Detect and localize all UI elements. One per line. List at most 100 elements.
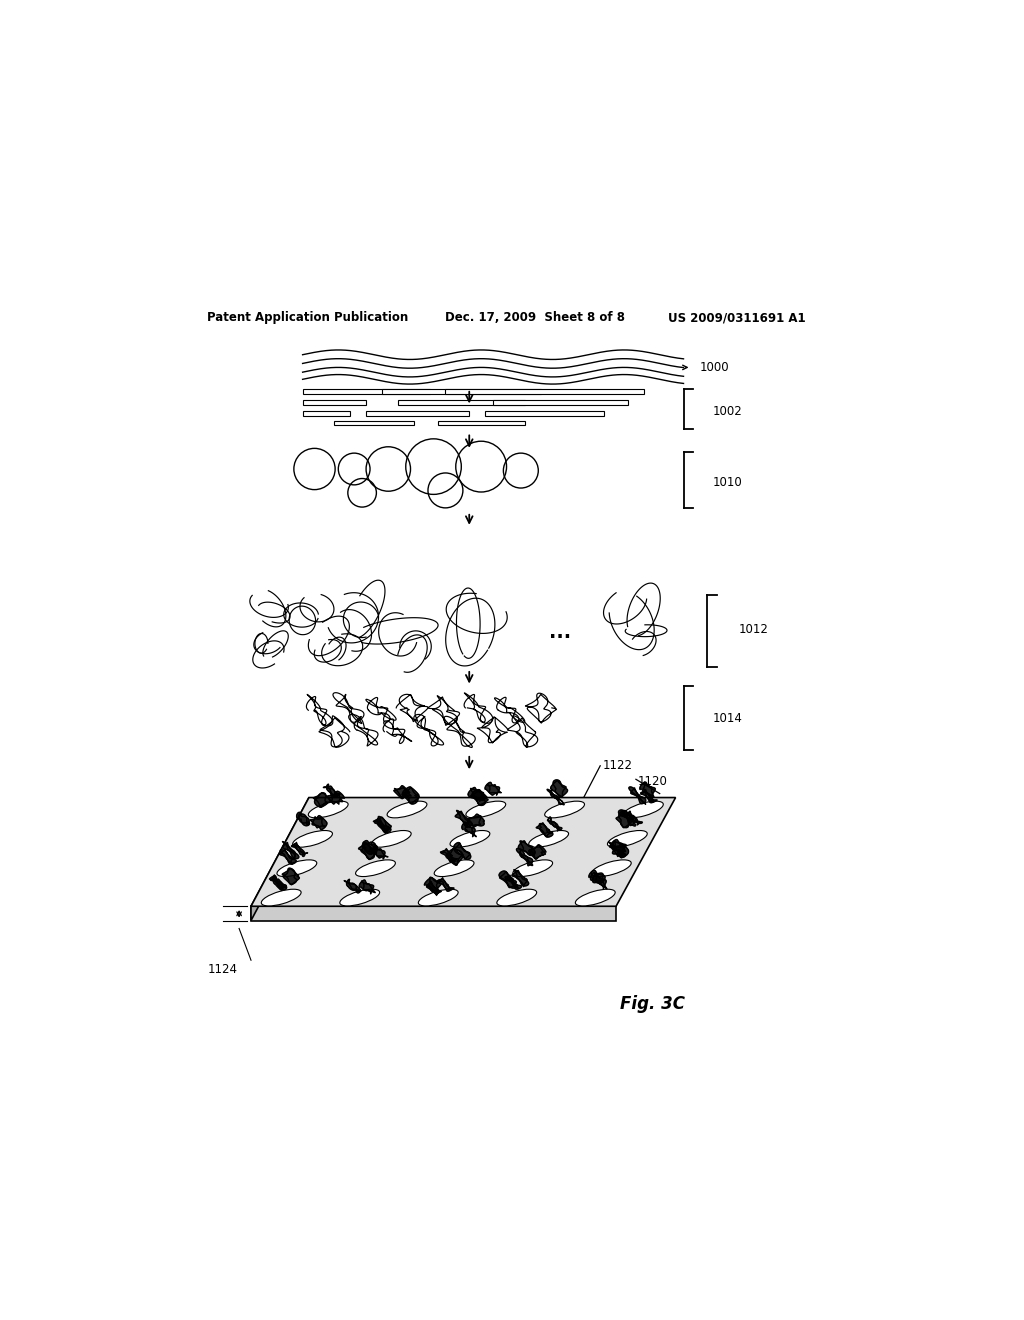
Polygon shape	[328, 791, 344, 804]
Polygon shape	[269, 875, 287, 888]
Bar	[382, 389, 541, 393]
Ellipse shape	[308, 801, 348, 818]
Ellipse shape	[355, 859, 395, 876]
Polygon shape	[629, 787, 646, 804]
Polygon shape	[454, 842, 471, 859]
Text: 1002: 1002	[713, 404, 742, 417]
Text: Dec. 17, 2009  Sheet 8 of 8: Dec. 17, 2009 Sheet 8 of 8	[445, 312, 626, 325]
Bar	[334, 421, 414, 425]
Polygon shape	[516, 849, 532, 866]
Polygon shape	[324, 784, 340, 797]
Polygon shape	[283, 869, 299, 884]
Bar	[437, 421, 524, 425]
Polygon shape	[528, 845, 546, 859]
Polygon shape	[344, 879, 360, 892]
Ellipse shape	[575, 890, 615, 906]
Polygon shape	[616, 810, 633, 828]
Polygon shape	[641, 789, 657, 803]
Polygon shape	[589, 870, 605, 883]
Polygon shape	[499, 871, 516, 888]
Ellipse shape	[372, 830, 412, 847]
Polygon shape	[402, 787, 419, 804]
Polygon shape	[375, 816, 391, 833]
Bar	[485, 411, 604, 416]
Ellipse shape	[513, 859, 553, 876]
Polygon shape	[610, 840, 626, 853]
Text: 1012: 1012	[739, 623, 769, 636]
Polygon shape	[251, 907, 616, 920]
Polygon shape	[394, 785, 411, 799]
Polygon shape	[593, 874, 607, 888]
Ellipse shape	[450, 830, 489, 847]
Polygon shape	[251, 797, 309, 920]
Polygon shape	[537, 822, 553, 837]
Ellipse shape	[434, 859, 474, 876]
Polygon shape	[427, 882, 441, 895]
Polygon shape	[618, 810, 636, 826]
Polygon shape	[362, 841, 378, 854]
Polygon shape	[291, 842, 308, 857]
Polygon shape	[358, 842, 376, 859]
Text: 1120: 1120	[638, 775, 668, 788]
Bar	[397, 400, 524, 405]
Ellipse shape	[528, 830, 568, 847]
Polygon shape	[440, 849, 458, 862]
Polygon shape	[505, 875, 521, 890]
Polygon shape	[468, 788, 485, 801]
Ellipse shape	[466, 801, 506, 818]
Bar	[303, 411, 350, 416]
Polygon shape	[310, 816, 327, 829]
Polygon shape	[462, 822, 476, 837]
Bar	[303, 389, 430, 393]
Ellipse shape	[387, 801, 427, 818]
Ellipse shape	[624, 801, 664, 818]
Polygon shape	[437, 878, 454, 891]
Ellipse shape	[293, 830, 333, 847]
Polygon shape	[270, 878, 287, 891]
Bar	[303, 400, 367, 405]
Polygon shape	[283, 842, 299, 859]
Text: Patent Application Publication: Patent Application Publication	[207, 312, 409, 325]
Polygon shape	[446, 849, 463, 866]
Ellipse shape	[276, 859, 316, 876]
Polygon shape	[548, 817, 562, 830]
Polygon shape	[612, 843, 629, 857]
Polygon shape	[547, 789, 564, 805]
Ellipse shape	[497, 890, 537, 906]
Ellipse shape	[419, 890, 458, 906]
Polygon shape	[471, 789, 488, 805]
Ellipse shape	[545, 801, 585, 818]
Ellipse shape	[261, 890, 301, 906]
Text: 1124: 1124	[207, 964, 238, 977]
Text: US 2009/0311691 A1: US 2009/0311691 A1	[668, 312, 805, 325]
Polygon shape	[640, 781, 655, 797]
Polygon shape	[374, 818, 390, 833]
Polygon shape	[297, 812, 309, 826]
Polygon shape	[551, 780, 567, 797]
Polygon shape	[627, 812, 642, 825]
Polygon shape	[468, 814, 484, 828]
Polygon shape	[512, 870, 528, 887]
Bar	[494, 400, 628, 405]
Ellipse shape	[340, 890, 380, 906]
Bar	[445, 389, 644, 393]
Text: 1010: 1010	[713, 477, 742, 488]
Polygon shape	[518, 841, 536, 855]
Polygon shape	[251, 797, 676, 907]
Polygon shape	[313, 792, 331, 808]
Text: 1000: 1000	[699, 360, 729, 374]
Polygon shape	[280, 850, 296, 865]
Text: Fig. 3C: Fig. 3C	[620, 995, 685, 1012]
Text: ...: ...	[550, 623, 571, 642]
Polygon shape	[372, 846, 388, 859]
Polygon shape	[359, 880, 375, 894]
Polygon shape	[424, 878, 441, 894]
Text: 1122: 1122	[602, 759, 633, 772]
Polygon shape	[456, 810, 472, 828]
Polygon shape	[608, 842, 626, 858]
Text: 1014: 1014	[713, 711, 742, 725]
Ellipse shape	[607, 830, 647, 847]
Bar	[367, 411, 469, 416]
Ellipse shape	[592, 859, 631, 876]
Polygon shape	[485, 783, 502, 795]
